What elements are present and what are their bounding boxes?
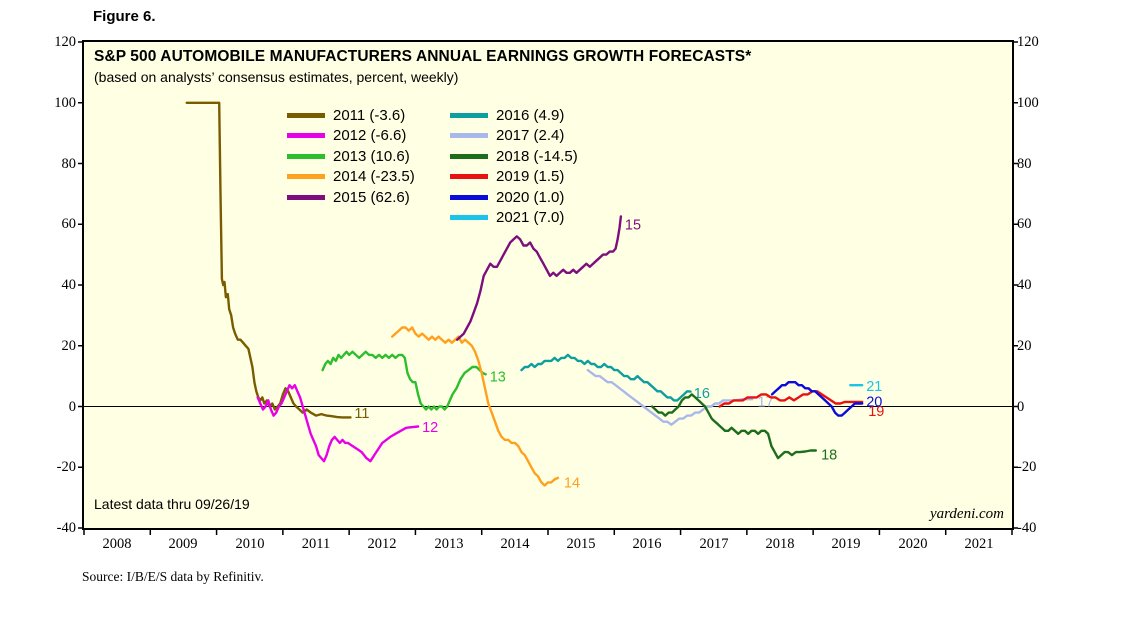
y-tick-label-right: 0	[1017, 399, 1025, 415]
series-end-label-2019: 19	[868, 404, 884, 420]
series-end-label-2014: 14	[564, 475, 580, 491]
chart-subtitle: (based on analysts’ consensus estimates,…	[94, 69, 459, 85]
x-tick-label: 2015	[566, 536, 596, 552]
series-end-label-2021: 21	[866, 379, 882, 395]
x-tick-label: 2019	[831, 536, 861, 552]
series-end-label-2015: 15	[625, 217, 641, 233]
series-line-2019	[718, 390, 864, 408]
x-tick-label: 2012	[367, 536, 397, 552]
y-tick-label-left: -40	[56, 520, 76, 536]
series-line-2012	[256, 384, 420, 463]
brand-watermark: yardeni.com	[929, 506, 1004, 522]
y-tick-label-left: 120	[54, 34, 76, 50]
series-end-label-2017: 17	[758, 395, 774, 411]
figure-title: Figure 6.	[93, 8, 156, 25]
x-tick-label: 2016	[632, 536, 662, 552]
chart-title: S&P 500 AUTOMOBILE MANUFACTURERS ANNUAL …	[94, 48, 752, 65]
series-end-label-2012: 12	[422, 420, 438, 436]
x-tick-label: 2021	[964, 536, 994, 552]
series-line-2014	[391, 326, 560, 487]
series-end-label-2013: 13	[490, 370, 506, 386]
source-note: Source: I/B/E/S data by Refinitiv.	[82, 569, 264, 584]
y-tick-label-left: 100	[54, 95, 76, 111]
series-line-2016	[520, 353, 692, 402]
series-end-label-2016: 16	[694, 386, 710, 402]
y-tick-label-left: 0	[68, 399, 76, 415]
y-tick-label-right: 120	[1017, 34, 1039, 50]
series-line-2018	[650, 393, 817, 460]
y-tick-label-left: 20	[61, 338, 77, 354]
series-line-2017	[586, 368, 754, 426]
series-line-2020	[770, 381, 864, 417]
y-axis-right: 120 100 80 60 40 20 0 -20 -40	[1017, 0, 1067, 621]
y-tick-label-right: 60	[1017, 216, 1032, 232]
series-line-2013	[321, 350, 487, 411]
x-tick-label: 2020	[898, 536, 928, 552]
x-tick-label: 2009	[168, 536, 198, 552]
y-tick-label-left: 80	[61, 156, 77, 172]
x-tick-label: 2008	[102, 536, 132, 552]
y-tick-label-right: -20	[1017, 459, 1037, 475]
series-end-label-2011: 11	[354, 406, 369, 422]
y-tick-label-right: 20	[1017, 338, 1032, 354]
series-end-label-2018: 18	[821, 448, 837, 464]
y-axis-left: 120 100 80 60 40 20 0 -20 -40	[28, 0, 76, 621]
series-line-2011	[185, 101, 352, 419]
plot-area: 11 12 13 14 15 16 17 18 19 20 21 S&P 500 AUTOMOBIL…	[78, 40, 1018, 535]
x-tick-label: 2013	[434, 536, 464, 552]
series-end-label-2020: 20	[866, 395, 882, 411]
x-tick-label: 2014	[500, 536, 530, 552]
y-tick-label-right: 100	[1017, 95, 1039, 111]
x-tick-label: 2010	[235, 536, 265, 552]
x-tick-label: 2011	[301, 536, 331, 552]
y-tick-label-right: 80	[1017, 156, 1032, 172]
y-tick-label-left: 60	[61, 216, 77, 232]
y-tick-label-left: -20	[56, 459, 76, 475]
y-tick-label-right: 40	[1017, 277, 1032, 293]
y-tick-label-left: 40	[61, 277, 77, 293]
x-tick-label: 2017	[699, 536, 729, 552]
x-tick-label: 2018	[765, 536, 795, 552]
latest-data-note: Latest data thru 09/26/19	[94, 496, 250, 512]
y-tick-label-right: -40	[1017, 520, 1037, 536]
series-line-2015	[456, 215, 623, 341]
